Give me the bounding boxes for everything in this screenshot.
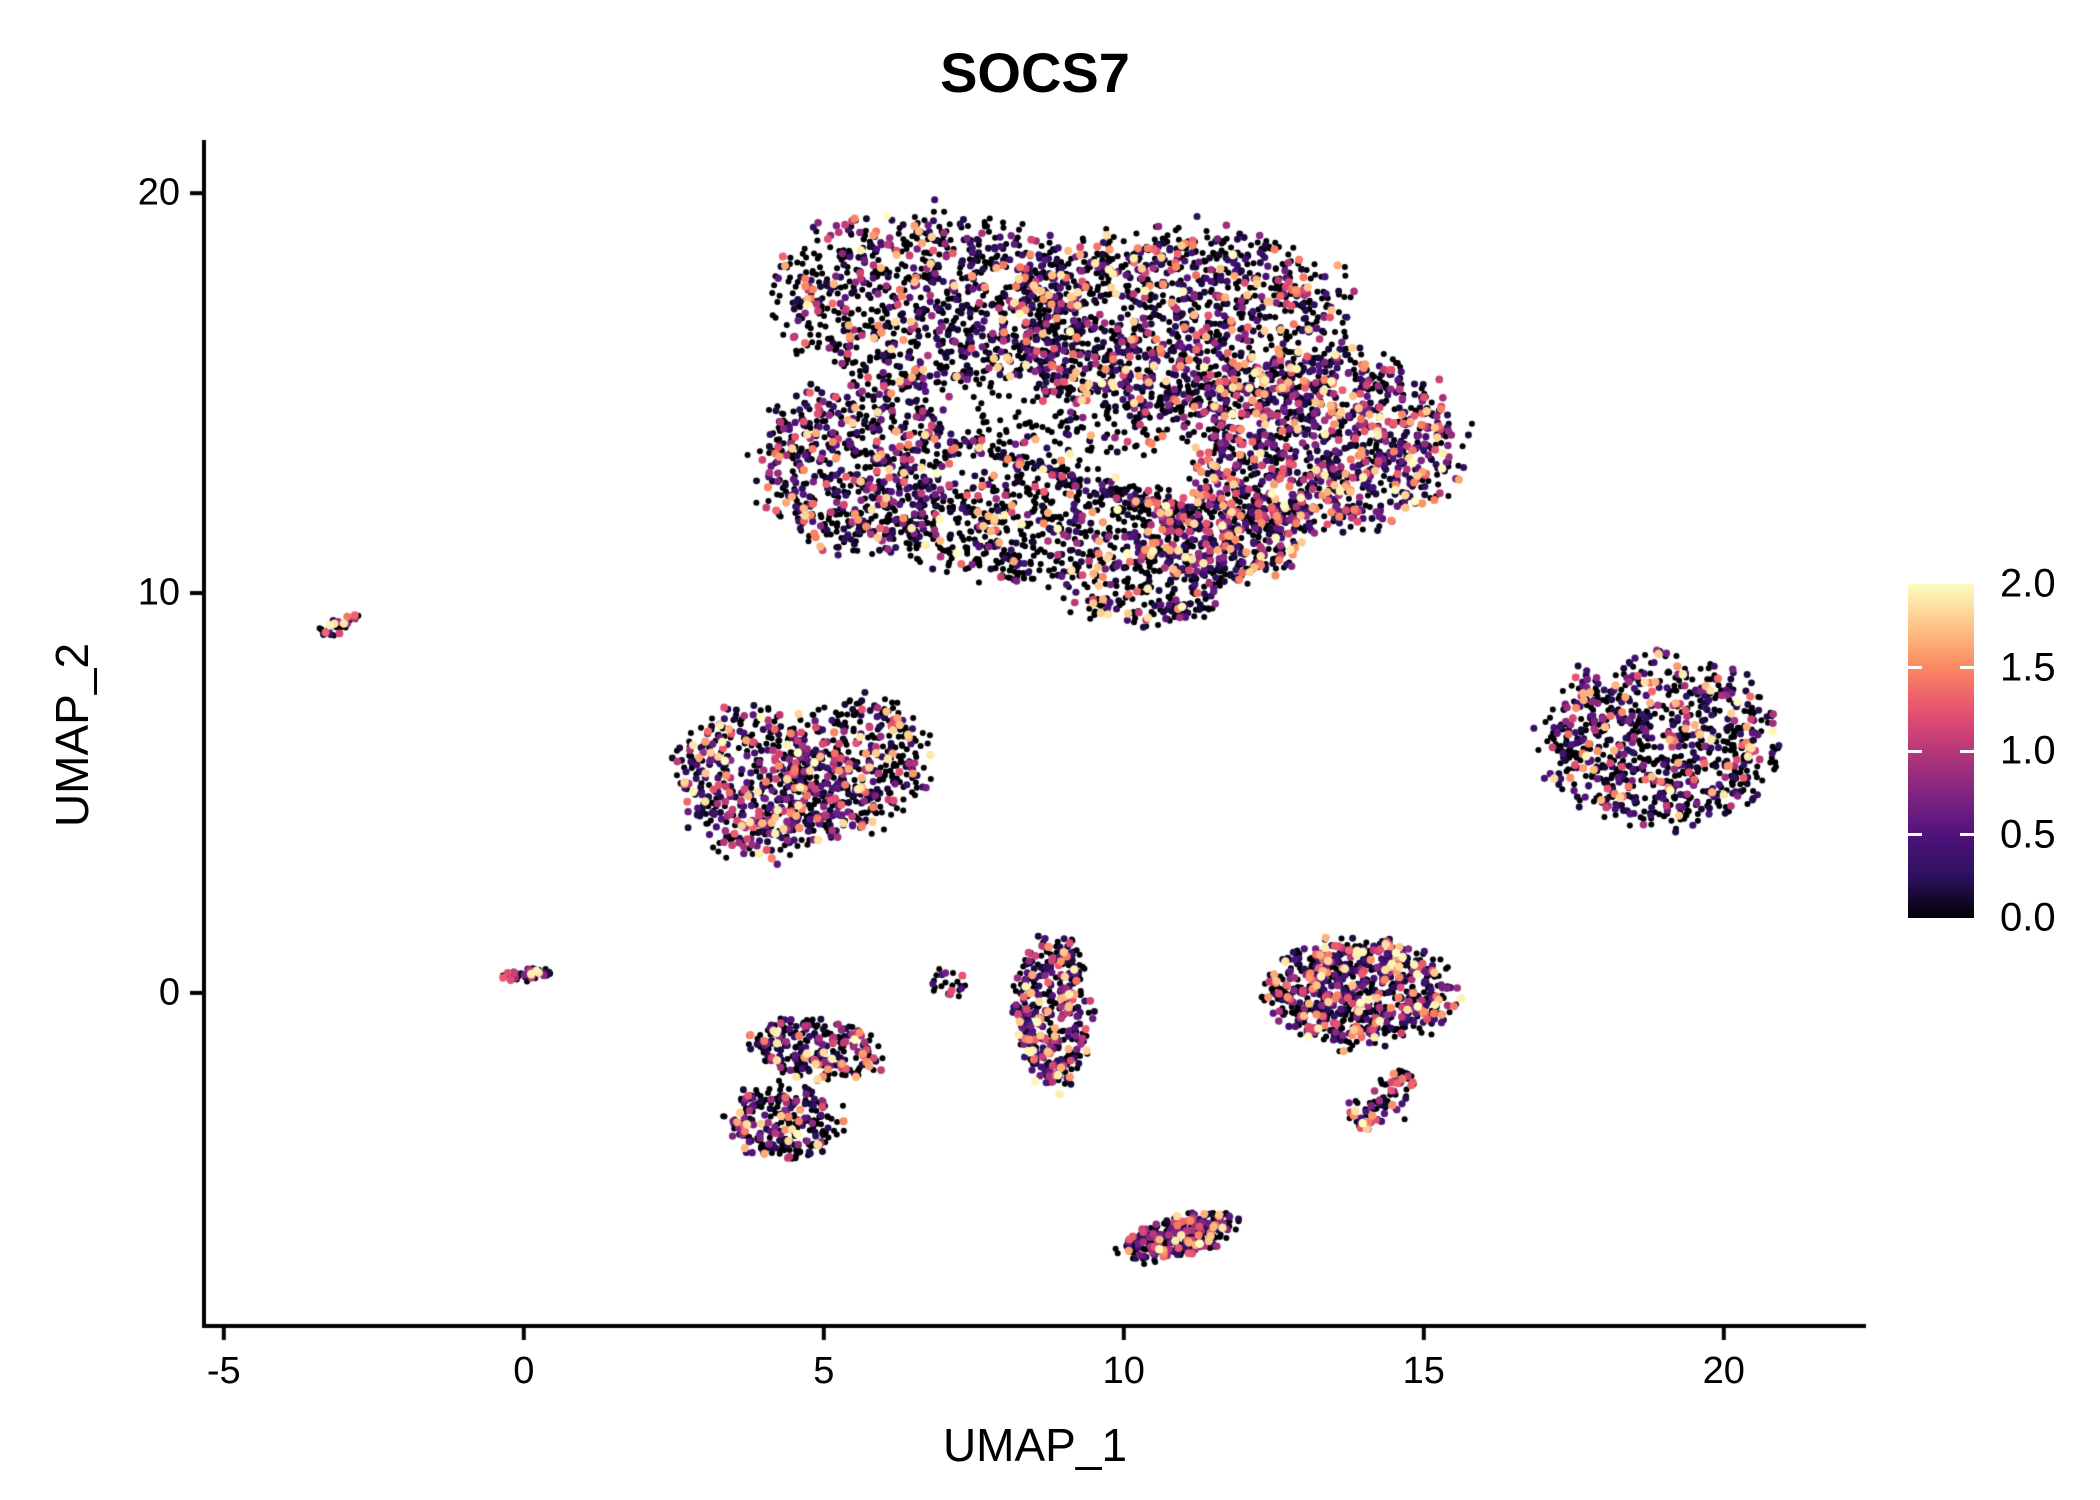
y-tick-label: 10 xyxy=(137,571,180,614)
x-tick-label: 15 xyxy=(1402,1350,1445,1392)
colorbar-gradient xyxy=(1908,584,1974,918)
x-tick-label: 10 xyxy=(1102,1350,1145,1392)
y-tick-label: 0 xyxy=(158,971,180,1014)
x-axis-title: UMAP_1 xyxy=(942,1419,1128,1471)
colorbar-tick-label: 2.0 xyxy=(2000,561,2056,606)
colorbar-tick-label: 1.5 xyxy=(2000,645,2056,689)
colorbar-tick-label: 1.0 xyxy=(2000,728,2056,773)
colorbar-tick-mark xyxy=(1960,666,1974,669)
colorbar-tick-mark xyxy=(1908,833,1922,836)
colorbar-tick-mark xyxy=(1908,749,1922,753)
x-tick-label: 20 xyxy=(1702,1350,1745,1392)
y-tick-label: 20 xyxy=(137,171,180,214)
x-tick-label: 5 xyxy=(813,1350,835,1392)
colorbar-tick-label: 0.5 xyxy=(2000,812,2056,856)
colorbar-tick-mark xyxy=(1960,833,1974,836)
colorbar-tick-mark xyxy=(1960,749,1974,753)
y-axis-title: UMAP_2 xyxy=(46,642,98,828)
x-tick-label: 0 xyxy=(513,1350,535,1392)
colorbar-tick-label: 0.0 xyxy=(2000,895,2056,940)
colorbar-tick-mark xyxy=(1908,666,1922,669)
plot-title: SOCS7 xyxy=(940,41,1130,104)
x-tick-label: -5 xyxy=(206,1350,241,1392)
